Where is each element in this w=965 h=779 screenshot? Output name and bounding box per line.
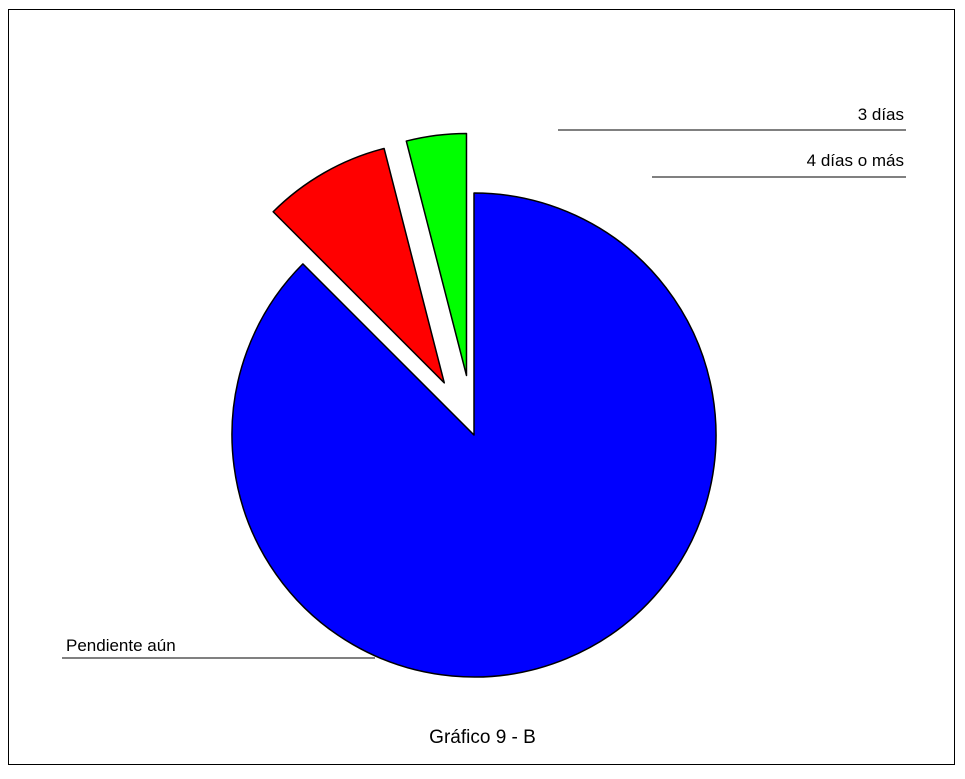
slice-label-pendiente-aun: Pendiente aún — [66, 636, 176, 655]
pie-slice-pendiente-aun — [231, 192, 717, 678]
pie-slice-4-dias-o-mas — [405, 132, 468, 377]
chart-caption: Gráfico 9 - B — [429, 727, 536, 748]
slice-label-4-dias-o-mas: 4 días o más — [807, 151, 904, 170]
pie-slice-3-dias — [272, 147, 446, 384]
slice-label-3-dias: 3 días — [858, 105, 904, 124]
